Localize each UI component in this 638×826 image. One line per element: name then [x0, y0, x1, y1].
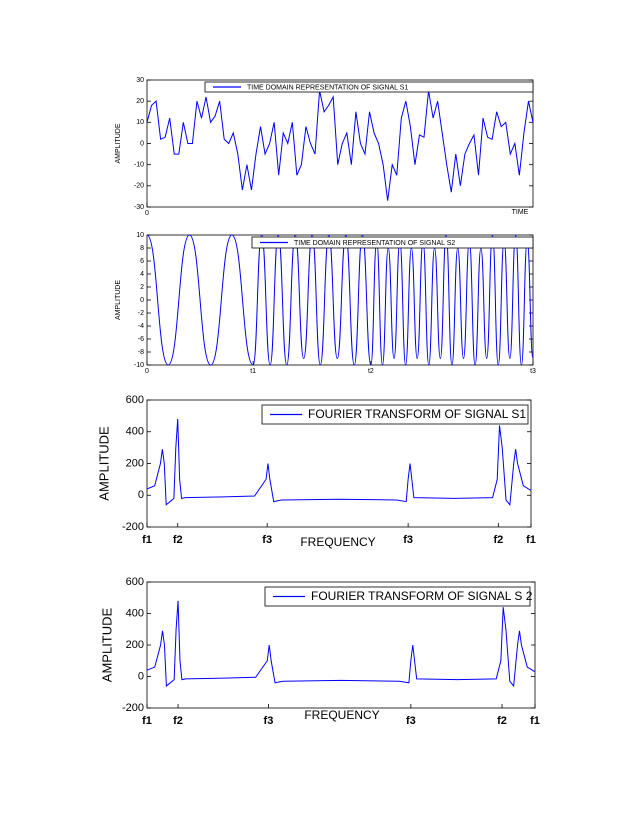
legend-box: [261, 404, 529, 425]
x-tick-label: 0: [145, 368, 149, 375]
x-tick-label: f1: [142, 534, 152, 546]
x-tick-label: f3: [406, 715, 416, 727]
legend-box: [204, 81, 534, 93]
y-tick-label: -200: [122, 702, 144, 714]
legend-label: FOURIER TRANSFORM OF SIGNAL S 2: [311, 589, 533, 603]
y-tick-label: -10: [134, 362, 144, 369]
x-tick-label: f3: [403, 534, 413, 546]
y-tick-label: 4: [140, 271, 144, 278]
y-tick-label: 10: [136, 119, 144, 126]
x-tick-label: t1: [250, 368, 256, 375]
legend-label: TIME DOMAIN REPRESENTATION OF SIGNAL S2: [294, 240, 455, 247]
x-axis-label: TIME: [512, 209, 529, 216]
x-tick-label: f3: [264, 715, 274, 727]
y-tick-label: -30: [134, 204, 144, 211]
x-tick-label: f1: [142, 715, 152, 727]
y-tick-label: -8: [138, 349, 144, 356]
x-tick-label: t2: [368, 368, 374, 375]
plot-frame: [146, 79, 534, 208]
y-tick-label: -6: [138, 336, 144, 343]
y-tick-label: 30: [136, 77, 144, 84]
y-tick-label: 200: [126, 457, 144, 469]
y-tick-label: 6: [140, 258, 144, 265]
signal-line: [146, 600, 536, 688]
x-tick-label: 0: [145, 210, 149, 217]
y-tick-label: 2: [140, 284, 144, 291]
y-tick-label: -2: [138, 310, 144, 317]
y-tick-label: -10: [134, 162, 144, 169]
y-tick-label: 0: [140, 140, 144, 147]
x-axis-label: FREQUENCY: [304, 708, 379, 722]
x-tick-label: f3: [262, 534, 272, 546]
signal-line: [146, 419, 532, 507]
y-tick-label: 10: [136, 232, 144, 239]
x-tick-label: f1: [526, 534, 536, 546]
x-tick-label: f2: [173, 534, 183, 546]
y-tick-label: -20: [134, 183, 144, 190]
x-tick-label: f1: [530, 715, 540, 727]
x-tick-label: t3: [530, 368, 536, 375]
x-tick-label: f2: [493, 534, 503, 546]
y-axis-label: AMPLITUDE: [115, 280, 122, 320]
y-tick-label: 200: [126, 639, 144, 651]
x-axis-label: FREQUENCY: [300, 535, 375, 549]
y-tick-label: 0: [140, 297, 144, 304]
legend-box: [251, 236, 534, 249]
y-tick-label: -4: [138, 323, 144, 330]
y-tick-label: -200: [122, 521, 144, 533]
signal-line: [146, 234, 534, 366]
y-tick-label: 600: [126, 576, 144, 588]
y-tick-label: 20: [136, 98, 144, 105]
y-axis-label: AMPLITUDE: [115, 123, 122, 163]
y-tick-label: 0: [138, 489, 144, 501]
signal-line: [146, 90, 534, 201]
y-tick-label: 0: [138, 670, 144, 682]
y-axis-label: AMPLITUDE: [96, 426, 111, 501]
y-tick-label: 400: [126, 607, 144, 619]
legend-label: TIME DOMAIN REPRESENTATION OF SIGNAL S1: [247, 84, 408, 91]
legend-label: FOURIER TRANSFORM OF SIGNAL S1: [308, 407, 526, 421]
x-tick-label: f2: [497, 715, 507, 727]
legend-box: [264, 586, 531, 607]
x-tick-label: f2: [173, 715, 183, 727]
y-tick-label: 8: [140, 245, 144, 252]
y-tick-label: 400: [126, 426, 144, 438]
y-tick-label: 600: [126, 394, 144, 406]
y-axis-label: AMPLITUDE: [99, 607, 114, 682]
